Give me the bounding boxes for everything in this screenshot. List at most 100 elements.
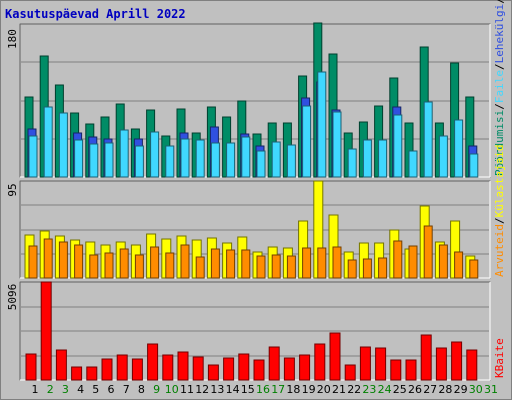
kbytes-bar-day-18 xyxy=(283,357,295,381)
xtick-day-2: 2 xyxy=(47,383,54,396)
visitors-bar-day-2 xyxy=(43,238,53,279)
xtick-day-15: 15 xyxy=(241,383,255,396)
kbytes-bar-day-26 xyxy=(405,359,417,381)
legend-panel-2: Arvuteid/Külastajaid xyxy=(493,145,506,277)
kbytes-bar-day-25 xyxy=(390,359,402,381)
files-bar-day-14 xyxy=(226,142,236,178)
xtick-day-21: 21 xyxy=(332,383,346,396)
legend-panel-2-sites: Külastajaid xyxy=(493,145,506,218)
files-bar-day-17 xyxy=(271,141,281,178)
visitors-bar-day-15 xyxy=(241,249,251,279)
files-bar-day-22 xyxy=(347,148,357,178)
visitors-bar-day-11 xyxy=(180,244,190,279)
visitors-bar-day-28 xyxy=(438,244,448,279)
visitors-bar-day-14 xyxy=(226,249,236,279)
visitors-bar-day-12 xyxy=(195,256,205,279)
files-bar-day-28 xyxy=(438,135,448,178)
visitors-bar-day-18 xyxy=(286,255,296,279)
xtick-day-29: 29 xyxy=(454,383,468,396)
visitors-bar-day-7 xyxy=(119,248,129,279)
visitors-bar-day-5 xyxy=(89,254,99,279)
xtick-day-14: 14 xyxy=(226,383,240,396)
legend-panel-1-separator: / xyxy=(493,103,506,110)
kbytes-bar-day-5 xyxy=(86,366,98,381)
xtick-day-9: 9 xyxy=(153,383,160,396)
visitors-bar-day-24 xyxy=(378,257,388,279)
files-bar-day-8 xyxy=(134,145,144,178)
visitors-bar-day-16 xyxy=(256,255,266,279)
visitors-bar-day-21 xyxy=(332,246,342,279)
visitors-bar-day-17 xyxy=(271,254,281,279)
files-bar-day-29 xyxy=(454,119,464,178)
visitors-bar-day-20 xyxy=(317,247,327,279)
visitors-bar-day-6 xyxy=(104,252,114,279)
visitors-bar-day-29 xyxy=(454,251,464,279)
xtick-day-10: 10 xyxy=(165,383,179,396)
files-bar-day-6 xyxy=(104,142,114,178)
xtick-day-11: 11 xyxy=(180,383,194,396)
ytick-kbytes-max: 5096 xyxy=(6,284,19,311)
legend-panel-1-separator: / xyxy=(493,63,506,70)
xtick-day-5: 5 xyxy=(92,383,99,396)
visitors-bar-day-27 xyxy=(423,225,433,279)
visitors-bar-day-3 xyxy=(58,241,68,279)
xtick-day-27: 27 xyxy=(423,383,437,396)
files-bar-day-10 xyxy=(165,145,175,178)
kbytes-bar-day-8 xyxy=(131,358,143,381)
legend-panel-1-separator: / xyxy=(493,0,506,4)
kbytes-bar-day-9 xyxy=(147,343,159,381)
kbytes-bar-day-28 xyxy=(435,347,447,381)
visitors-bar-day-1 xyxy=(28,245,38,279)
legend-panel-2-visitors: Arvuteid xyxy=(493,224,506,277)
chart-title: Kasutuspäevad Aprill 2022 xyxy=(5,7,186,21)
kbytes-bar-day-19 xyxy=(299,354,311,381)
files-bar-day-16 xyxy=(256,150,266,178)
files-bar-day-26 xyxy=(408,150,418,178)
kbytes-bar-day-17 xyxy=(268,346,280,381)
kbytes-bar-day-3 xyxy=(55,349,67,381)
kbytes-bar-day-27 xyxy=(420,334,432,381)
kbytes-bar-day-10 xyxy=(162,354,174,381)
xtick-day-12: 12 xyxy=(195,383,209,396)
kbytes-bar-day-30 xyxy=(466,349,478,381)
files-bar-day-11 xyxy=(180,138,190,178)
xtick-day-4: 4 xyxy=(77,383,84,396)
kbytes-bar-day-16 xyxy=(253,359,265,381)
kbytes-bar-day-2 xyxy=(40,281,52,381)
xtick-day-7: 7 xyxy=(123,383,130,396)
kbytes-bar-day-20 xyxy=(314,343,326,381)
xtick-day-25: 25 xyxy=(393,383,407,396)
files-bar-day-24 xyxy=(378,139,388,178)
legend-panel-1-files: Faile xyxy=(493,70,506,103)
files-bar-day-18 xyxy=(286,144,296,178)
xtick-day-31: 31 xyxy=(484,383,498,396)
legend-panel-1: Pöördumisi/Faile/Lehekülgi/Külastusi xyxy=(493,0,506,176)
xtick-day-16: 16 xyxy=(256,383,270,396)
kbytes-bar-day-15 xyxy=(238,353,250,381)
xtick-day-18: 18 xyxy=(286,383,300,396)
visitors-bar-day-10 xyxy=(165,252,175,279)
files-bar-day-7 xyxy=(119,129,129,178)
xtick-day-24: 24 xyxy=(378,383,392,396)
files-bar-day-19 xyxy=(302,105,312,178)
xtick-day-20: 20 xyxy=(317,383,331,396)
kbytes-bar-day-22 xyxy=(344,364,356,381)
kbytes-bar-day-24 xyxy=(375,347,387,381)
files-bar-day-25 xyxy=(393,114,403,178)
visitors-bar-day-19 xyxy=(302,247,312,279)
xtick-day-19: 19 xyxy=(302,383,316,396)
files-bar-day-5 xyxy=(89,143,99,178)
kbytes-bar-day-23 xyxy=(359,346,371,381)
kbytes-bar-day-21 xyxy=(329,332,341,381)
legend-panel-3-kbytes: KBaite xyxy=(493,338,506,378)
kbytes-bar-day-29 xyxy=(451,341,463,381)
visitors-bar-day-26 xyxy=(408,245,418,279)
visitors-bar-day-30 xyxy=(469,259,479,279)
files-bar-day-2 xyxy=(43,106,53,178)
files-bar-day-1 xyxy=(28,135,38,178)
xtick-day-26: 26 xyxy=(408,383,422,396)
xtick-day-17: 17 xyxy=(271,383,285,396)
visitors-bar-day-4 xyxy=(74,244,84,279)
kbytes-bar-day-6 xyxy=(101,358,113,381)
